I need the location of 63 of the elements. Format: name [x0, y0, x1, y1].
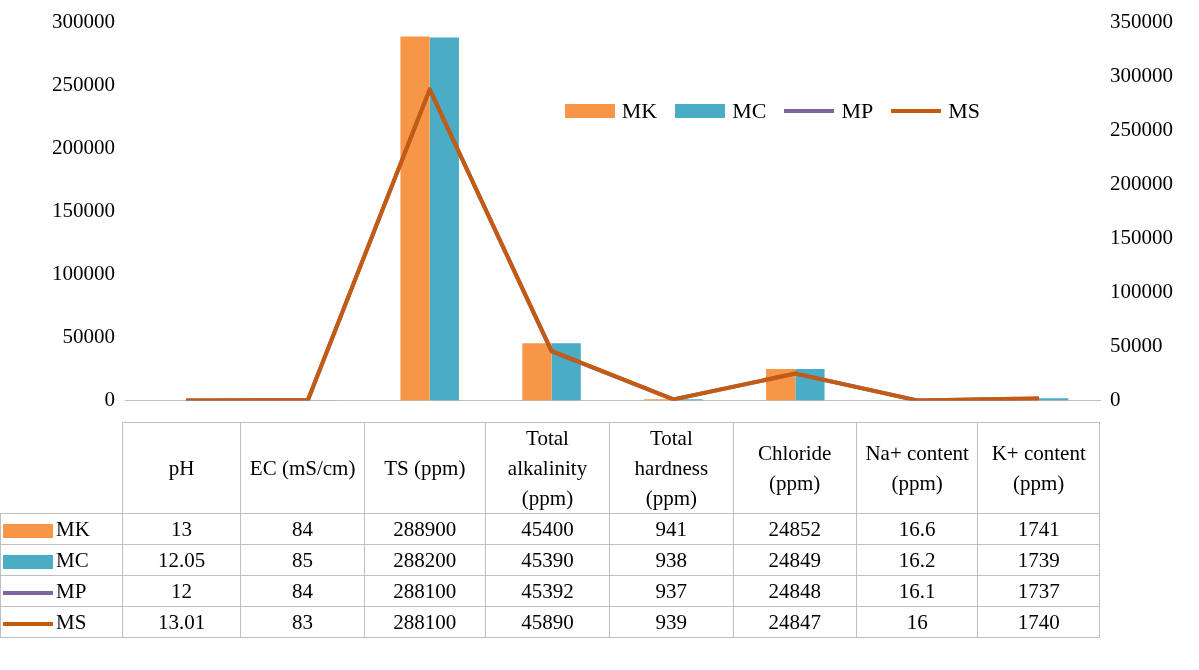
legend-label: MS: [948, 97, 980, 124]
legend-label: MP: [841, 97, 874, 124]
data-label: 939: [609, 606, 734, 638]
y-tick-label: 200000: [52, 135, 115, 160]
data-label: 1741: [977, 513, 1100, 545]
x-tick-label: Total hardness (ppm): [609, 422, 734, 514]
y2-tick-label: 200000: [1110, 171, 1173, 196]
x-tick-label: EC (mS/cm): [240, 422, 365, 514]
x-tick-label: K+ content (ppm): [977, 422, 1100, 514]
data-label: 288100: [364, 575, 486, 607]
data-label: 16.1: [856, 575, 978, 607]
y2-tick-label: 300000: [1110, 63, 1173, 88]
y2-tick-label: 50000: [1110, 332, 1163, 357]
data-label: 12.05: [122, 544, 241, 576]
data-label: 45890: [485, 606, 610, 638]
data-label: 13.01: [122, 606, 241, 638]
data-label: 1739: [977, 544, 1100, 576]
data-label: 24847: [733, 606, 857, 638]
data-label: 84: [240, 513, 365, 545]
legend-label: MC: [732, 97, 767, 124]
data-label: 288100: [364, 606, 486, 638]
y-tick-label: 100000: [52, 260, 115, 285]
data-label: 24852: [733, 513, 857, 545]
text: MP: [56, 578, 87, 603]
y-tick-label: 300000: [52, 9, 115, 34]
y2-tick-label: 150000: [1110, 225, 1173, 249]
text: MS: [56, 609, 87, 634]
data-label: 45400: [485, 513, 610, 545]
text: MK: [56, 516, 90, 541]
data-label: 84: [240, 575, 365, 607]
y-tick-label: 150000: [52, 198, 115, 223]
data-label: 16.6: [856, 513, 978, 545]
text: MC: [56, 547, 89, 572]
data-label: 12: [122, 575, 241, 607]
y2-tick-label: 350000: [1110, 9, 1173, 34]
y2-tick-label: 0: [1110, 386, 1121, 411]
data-label: 45392: [485, 575, 610, 607]
data-label: 941: [609, 513, 734, 545]
y-tick-label: 0: [104, 386, 115, 411]
x-tick-label: pH: [122, 422, 241, 514]
x-tick-label: Chloride (ppm): [733, 422, 857, 514]
x-tick-label: Na+ content (ppm): [856, 422, 978, 514]
data-label: 1740: [977, 606, 1100, 638]
data-label: 16: [856, 606, 978, 638]
data-label: 288900: [364, 513, 486, 545]
legend-label: MK: [621, 97, 658, 124]
data-label: 1737: [977, 575, 1100, 607]
data-label: 24848: [733, 575, 857, 607]
data-label: 13: [122, 513, 241, 545]
data-label: 85: [240, 544, 365, 576]
data-label: 24849: [733, 544, 857, 576]
y-tick-label: 50000: [62, 323, 115, 348]
data-label: 45390: [485, 544, 610, 576]
data-label: 938: [609, 544, 734, 576]
data-label: 288200: [364, 544, 486, 576]
data-label: 937: [609, 575, 734, 607]
x-tick-label: Total alkalinity (ppm): [485, 422, 610, 514]
y-tick-label: 250000: [52, 72, 115, 97]
y2-tick-label: 100000: [1110, 278, 1173, 303]
data-label: 16.2: [856, 544, 978, 576]
data-label: 83: [240, 606, 365, 638]
x-tick-label: TS (ppm): [364, 422, 486, 514]
y2-tick-label: 250000: [1110, 117, 1173, 142]
